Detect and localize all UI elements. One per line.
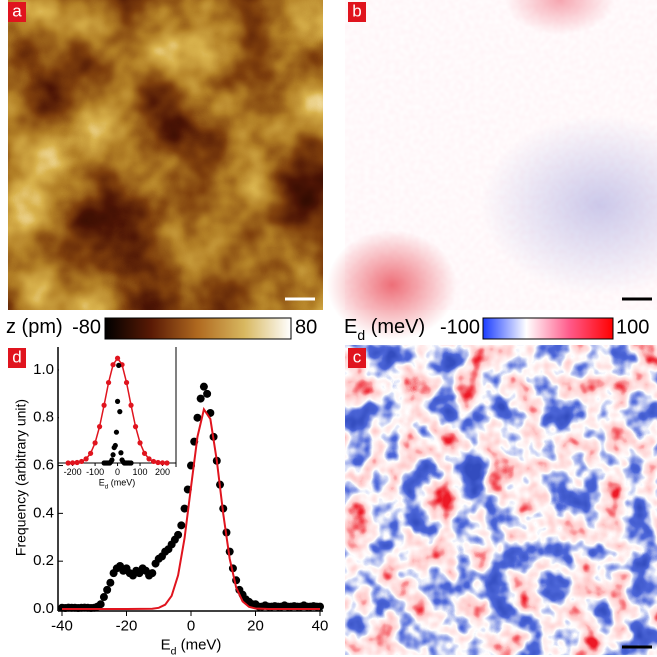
map-b-blob — [480, 115, 657, 295]
panel-label-box — [8, 348, 26, 368]
data-point — [114, 398, 121, 404]
x-axis-label-part: d — [105, 484, 109, 491]
data-point — [110, 452, 116, 458]
colorbar-label: z (pm) — [6, 316, 63, 338]
x-axis-label-part: (meV) — [108, 478, 135, 488]
x-tick-label: -200 — [64, 467, 82, 477]
y-tick-label: 1.0 — [33, 361, 54, 378]
data-point — [106, 578, 115, 587]
x-tick-label: -20 — [116, 618, 138, 635]
x-axis-label-part: E — [99, 478, 105, 488]
x-tick-label: -100 — [86, 467, 104, 477]
colorbar-max: 80 — [295, 316, 317, 338]
data-point — [128, 460, 134, 466]
x-tick-label: 20 — [247, 618, 264, 635]
map-b-blob — [505, 0, 615, 35]
chart-layer: z (pm) -80 80 Ed (meV) -100 100-40 -20 0 20 400.0… — [6, 316, 649, 657]
data-point — [99, 593, 108, 602]
colorbar-label-part: z (pm) — [6, 316, 63, 338]
x-tick-label: 100 — [133, 467, 148, 477]
data-point — [180, 504, 189, 513]
colorbar-min: -100 — [440, 316, 480, 338]
colorbar — [482, 317, 614, 340]
x-axis-label-part: (meV) — [176, 636, 221, 653]
data-point — [199, 382, 208, 391]
y-tick-label: 0.8 — [33, 409, 54, 426]
panel-label-box — [8, 2, 26, 22]
data-point — [116, 362, 122, 369]
y-axis-label: Frequency (arbitrary unit) — [13, 399, 29, 556]
fit-line — [68, 356, 168, 464]
x-tick-label: -40 — [51, 618, 73, 635]
data-point — [113, 429, 120, 435]
y-tick-label: 0.0 — [33, 600, 54, 617]
data-point — [112, 442, 118, 449]
data-point — [117, 409, 123, 415]
data-point — [103, 585, 112, 594]
panel-label: a — [8, 1, 26, 22]
panel-label-box — [348, 348, 366, 368]
topography-image — [8, 0, 323, 310]
panel-label-box — [348, 2, 366, 22]
x-axis-label-part: d — [171, 645, 177, 657]
data-point — [193, 413, 202, 422]
y-tick-label: 0.2 — [33, 552, 54, 569]
panel-label: b — [348, 1, 366, 22]
x-tick-label: 200 — [155, 467, 170, 477]
colorbar-min: -80 — [72, 316, 101, 338]
x-axis-label: Ed (meV) — [99, 478, 136, 491]
y-tick-label: 0.6 — [33, 457, 54, 474]
data-point — [96, 600, 105, 609]
y-tick-label: 0.4 — [33, 504, 54, 521]
panel-label-text: d — [12, 347, 21, 366]
data-point — [203, 389, 212, 398]
x-axis-label-part: E — [161, 636, 171, 653]
map-b-blob — [327, 230, 457, 340]
panel-label-text: a — [12, 1, 22, 20]
colorbar-label-part: (meV) — [365, 316, 425, 338]
colorbar-label-part: d — [357, 327, 365, 343]
data-point — [148, 569, 157, 578]
colorbar-label-part: E — [344, 316, 357, 338]
panel-label-text: b — [352, 1, 361, 20]
x-tick-label: 0 — [187, 618, 195, 635]
panel-label: c — [348, 347, 366, 368]
data-point — [196, 394, 205, 403]
data-point — [177, 521, 186, 530]
data-point — [109, 457, 115, 463]
data-point — [118, 450, 124, 456]
data-point — [174, 530, 183, 539]
panel-label-text: c — [353, 347, 362, 366]
map-c-image — [345, 345, 657, 655]
x-axis-label: Ed (meV) — [161, 636, 222, 657]
colorbar-max: 100 — [616, 316, 649, 338]
colorbar-label: Ed (meV) — [344, 316, 425, 342]
panel-label: d — [8, 347, 26, 368]
fit-line — [62, 406, 320, 610]
colorbar — [104, 317, 292, 340]
x-tick-label: 0 — [115, 467, 120, 477]
x-tick-label: 40 — [312, 618, 329, 635]
